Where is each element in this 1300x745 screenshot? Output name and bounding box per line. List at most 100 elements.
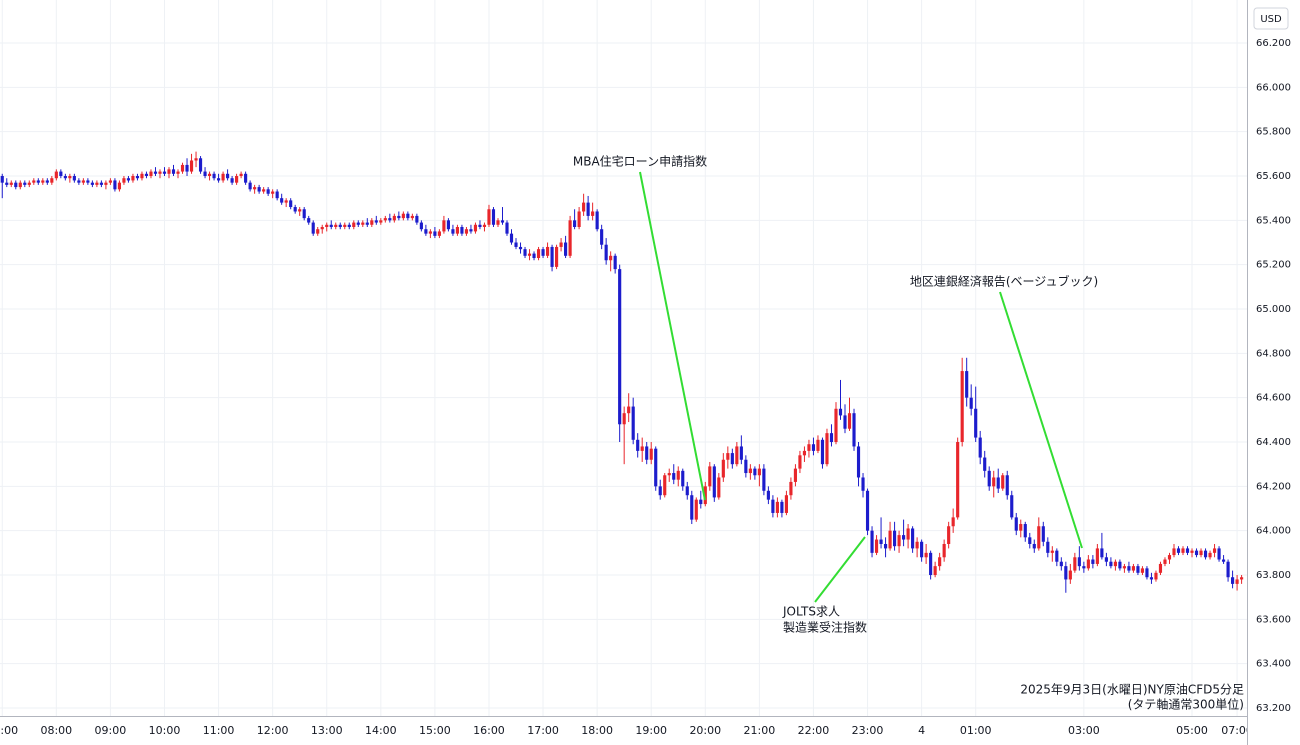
- currency-label: USD: [1260, 14, 1282, 25]
- candle-body: [1167, 555, 1172, 560]
- candle-body: [370, 220, 374, 225]
- y-tick-label: 64.200: [1256, 481, 1291, 492]
- candle-body: [90, 182, 94, 185]
- x-tick-label: 12:00: [257, 724, 289, 737]
- candle-body: [577, 211, 581, 227]
- candle-body: [1095, 548, 1099, 564]
- candle-body: [230, 178, 234, 183]
- candle-body: [983, 457, 987, 471]
- candle-body: [568, 220, 572, 256]
- candle-body: [203, 171, 207, 177]
- pointer-line: [814, 536, 866, 603]
- candle-body: [730, 453, 734, 465]
- candle-body: [275, 191, 279, 199]
- candle-body: [198, 158, 203, 172]
- candle-body: [320, 226, 324, 230]
- y-axis: USD 63.200 63.400 63.600 63.800 64.000 64.200…: [1247, 0, 1300, 745]
- x-axis: 07:00 08:00 09:00 10:00 11:00 12:00 13:00 14:00…: [0, 716, 1253, 737]
- candle-body: [302, 209, 306, 219]
- candle-body: [911, 528, 915, 549]
- x-tick-label: 14:00: [365, 724, 397, 737]
- candle-body: [153, 171, 158, 174]
- candle-body: [595, 211, 599, 230]
- candle-body: [1032, 543, 1036, 549]
- candle-body: [27, 182, 31, 185]
- candle-body: [1122, 566, 1126, 569]
- candle-body: [1100, 548, 1104, 558]
- candle-body: [397, 215, 401, 219]
- candle-body: [933, 566, 937, 576]
- x-tick-label: 21:00: [744, 724, 776, 737]
- candle-body: [1037, 526, 1041, 549]
- candle-body: [392, 215, 396, 221]
- candle-body: [672, 473, 676, 480]
- annotation: 地区連銀経済報告(ベージュブック): [910, 274, 1098, 289]
- candle-body: [401, 213, 405, 219]
- candle-body: [415, 215, 419, 223]
- candle-body: [1221, 559, 1226, 562]
- candle-body: [95, 182, 99, 185]
- candle-body: [325, 224, 329, 227]
- candle-body: [135, 176, 140, 179]
- candle-body: [960, 371, 964, 443]
- annotation: 製造業受注指数: [783, 620, 867, 635]
- candle-body: [1046, 541, 1050, 553]
- candle-body: [735, 446, 739, 465]
- x-tick-label: 07:00: [0, 724, 18, 737]
- x-tick-label: 15:00: [419, 724, 451, 737]
- candle-body: [235, 176, 239, 183]
- candle-body: [685, 486, 689, 496]
- candle-body: [207, 173, 212, 177]
- candle-body: [442, 220, 446, 232]
- candle-body: [1023, 524, 1027, 538]
- candle-body: [658, 486, 662, 496]
- candle-body: [554, 246, 559, 267]
- candle-body: [874, 539, 879, 553]
- candle-body: [834, 408, 838, 443]
- candle-body: [68, 176, 72, 179]
- candle-body: [739, 446, 743, 460]
- candle-body: [244, 173, 248, 183]
- candle-body: [1208, 552, 1212, 558]
- candle-body: [1077, 557, 1081, 567]
- candle-body: [239, 173, 243, 177]
- x-tick-label: 22:00: [798, 724, 830, 737]
- candle-body: [424, 229, 428, 234]
- candle-body: [144, 173, 149, 177]
- candle-body: [86, 180, 90, 183]
- candle-body: [1212, 548, 1217, 553]
- candle-body: [816, 439, 820, 451]
- candle-body: [1028, 537, 1032, 544]
- candle-body: [1050, 550, 1054, 553]
- candle-body: [1082, 566, 1086, 569]
- candle-body: [789, 481, 793, 496]
- candle-body: [5, 182, 9, 185]
- candle-body: [532, 253, 536, 259]
- candle-body: [162, 171, 167, 174]
- x-tick-label: 05:00: [1176, 724, 1208, 737]
- candle-body: [1231, 577, 1235, 584]
- candle-body: [77, 180, 81, 183]
- candle-body: [158, 171, 162, 174]
- candle-body: [784, 495, 788, 513]
- candle-body: [947, 526, 951, 544]
- candle-body: [1131, 566, 1136, 571]
- y-tick-label: 66.200: [1256, 38, 1291, 49]
- candle-body: [383, 218, 387, 221]
- candle-body: [622, 413, 626, 425]
- y-tick-label: 63.200: [1256, 703, 1291, 714]
- candle-body: [969, 397, 973, 409]
- candle-body: [298, 209, 302, 212]
- candle-body: [63, 176, 67, 179]
- candle-body: [271, 191, 275, 194]
- candle-body: [167, 169, 171, 174]
- candle-body: [464, 229, 469, 234]
- candle-body: [717, 477, 721, 498]
- candle-body: [856, 446, 861, 478]
- x-tick-label: 23:00: [852, 724, 884, 737]
- candle-body: [478, 224, 482, 227]
- candle-body: [487, 209, 491, 225]
- candle-body: [956, 442, 960, 518]
- candle-body: [992, 477, 996, 487]
- candle-body: [437, 231, 441, 236]
